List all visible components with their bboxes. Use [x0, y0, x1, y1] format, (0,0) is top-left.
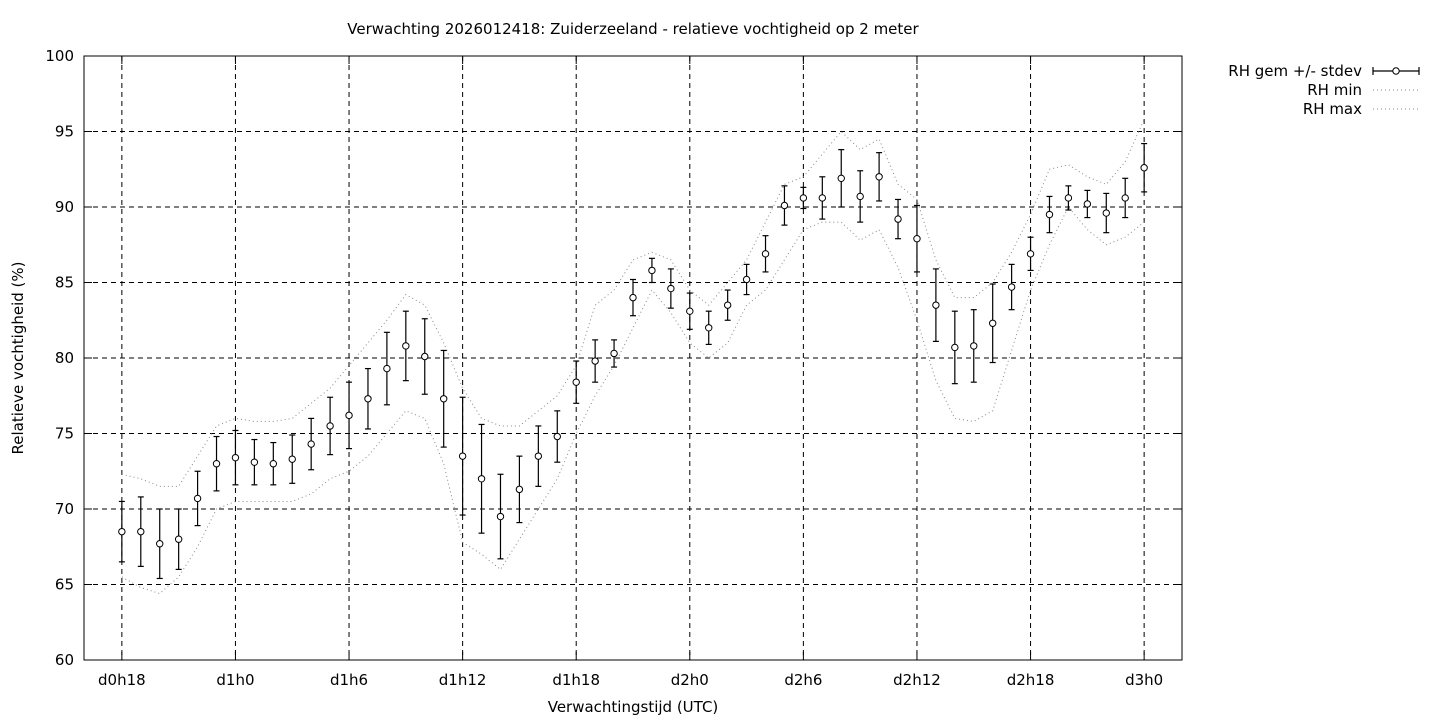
y-tick-label: 65	[55, 576, 74, 594]
rh-mean-point	[705, 324, 713, 332]
mean-points	[118, 164, 1148, 548]
x-tick-label: d1h18	[552, 671, 600, 689]
rh-mean-point	[364, 395, 372, 403]
rh-mean-point	[648, 266, 656, 275]
x-tick-label: d2h6	[784, 671, 822, 689]
rh-mean-point	[780, 201, 789, 210]
rh-mean-point	[591, 357, 599, 365]
rh-mean-point	[723, 301, 732, 309]
rh-mean-point	[345, 411, 353, 420]
rh-mean-point	[875, 173, 883, 181]
x-tick-label: d2h12	[893, 671, 941, 689]
rh-mean-point	[534, 452, 543, 460]
rh-mean-point	[1140, 164, 1148, 172]
rh-mean-point	[269, 460, 278, 468]
rh-mean-point	[932, 301, 940, 309]
rh-mean-point	[212, 460, 221, 468]
rh-mean-point	[761, 250, 770, 258]
rh-mean-point	[856, 192, 864, 201]
legend-label: RH max	[1303, 100, 1362, 118]
rh-mean-point	[174, 535, 183, 543]
x-tick-label: d1h0	[216, 671, 254, 689]
rh-mean-point	[515, 485, 524, 494]
y-tick-label: 85	[55, 274, 74, 292]
rh-mean-point	[137, 527, 145, 536]
y-tick-label: 90	[55, 198, 74, 216]
rh-mean-point	[156, 540, 164, 548]
rh-mean-point	[118, 527, 126, 536]
legend-swatch-point	[1392, 67, 1400, 75]
x-tick-label: d1h6	[330, 671, 368, 689]
rh-mean-point	[421, 352, 429, 361]
rh-mean-point	[1026, 250, 1035, 258]
rh-mean-point	[553, 432, 561, 441]
x-tick-label: d2h0	[671, 671, 709, 689]
x-axis-ticks: d0h18 d1h0 d1h6 d1h12 d1h18 d2h0 d2h6 d2h12 d2h1…	[98, 56, 1163, 689]
rh-mean-point	[818, 194, 827, 202]
rh-max-line	[121, 119, 1145, 487]
rh-mean-point	[913, 235, 921, 243]
rh-mean-point	[629, 293, 637, 302]
y-tick-label: 70	[55, 500, 74, 518]
rh-mean-point	[496, 512, 505, 521]
rh-mean-point	[1121, 194, 1129, 202]
x-tick-label: d2h18	[1007, 671, 1055, 689]
y-tick-label: 80	[55, 349, 74, 367]
x-tick-label: d1h12	[439, 671, 487, 689]
x-axis-label: Verwachtingstijd (UTC)	[548, 698, 719, 716]
y-tick-label: 100	[45, 47, 74, 65]
rh-mean-point	[667, 284, 675, 293]
rh-mean-point	[988, 319, 997, 327]
error-bars	[118, 142, 1148, 580]
rh-mean-point	[383, 364, 391, 373]
grid	[84, 56, 1182, 660]
rh-mean-point	[610, 349, 618, 358]
rh-mean-point	[1064, 194, 1073, 202]
chart-title: Verwachting 2026012418: Zuiderzeeland - …	[347, 20, 919, 38]
rh-mean-point	[572, 378, 580, 386]
y-axis-ticks: 60 65 70 75 80 85 90 95 100	[45, 47, 1182, 669]
rh-mean-point	[288, 455, 296, 463]
rh-mean-point	[799, 194, 808, 202]
rh-mean-point	[1083, 200, 1092, 208]
rh-mean-point	[837, 174, 845, 183]
x-tick-label: d0h18	[98, 671, 146, 689]
min-max-lines	[121, 119, 1145, 595]
rh-mean-point	[742, 275, 751, 284]
rh-mean-point	[439, 395, 448, 403]
rh-mean-point	[326, 422, 334, 430]
rh-mean-point	[402, 342, 410, 350]
rh-mean-point	[686, 307, 694, 315]
rh-mean-point	[1007, 283, 1016, 291]
rh-mean-point	[970, 342, 978, 350]
rh-mean-point	[307, 440, 315, 448]
rh-mean-point	[231, 453, 240, 462]
rh-mean-point	[250, 458, 259, 466]
rh-mean-point	[458, 452, 467, 460]
rh-mean-point	[193, 494, 202, 503]
y-tick-label: 95	[55, 123, 74, 141]
rh-mean-point	[477, 475, 486, 483]
rh-min-line	[121, 206, 1145, 595]
y-tick-label: 60	[55, 651, 74, 669]
rh-mean-point	[894, 215, 902, 223]
legend-label: RH min	[1307, 81, 1362, 99]
legend-label: RH gem +/- stdev	[1228, 62, 1362, 80]
y-tick-label: 75	[55, 425, 74, 443]
x-tick-label: d3h0	[1125, 671, 1163, 689]
rh-mean-point	[1045, 210, 1054, 219]
y-axis-label: Relatieve vochtigheid (%)	[9, 261, 27, 454]
rh-mean-point	[951, 343, 959, 352]
rh-mean-point	[1102, 209, 1110, 217]
